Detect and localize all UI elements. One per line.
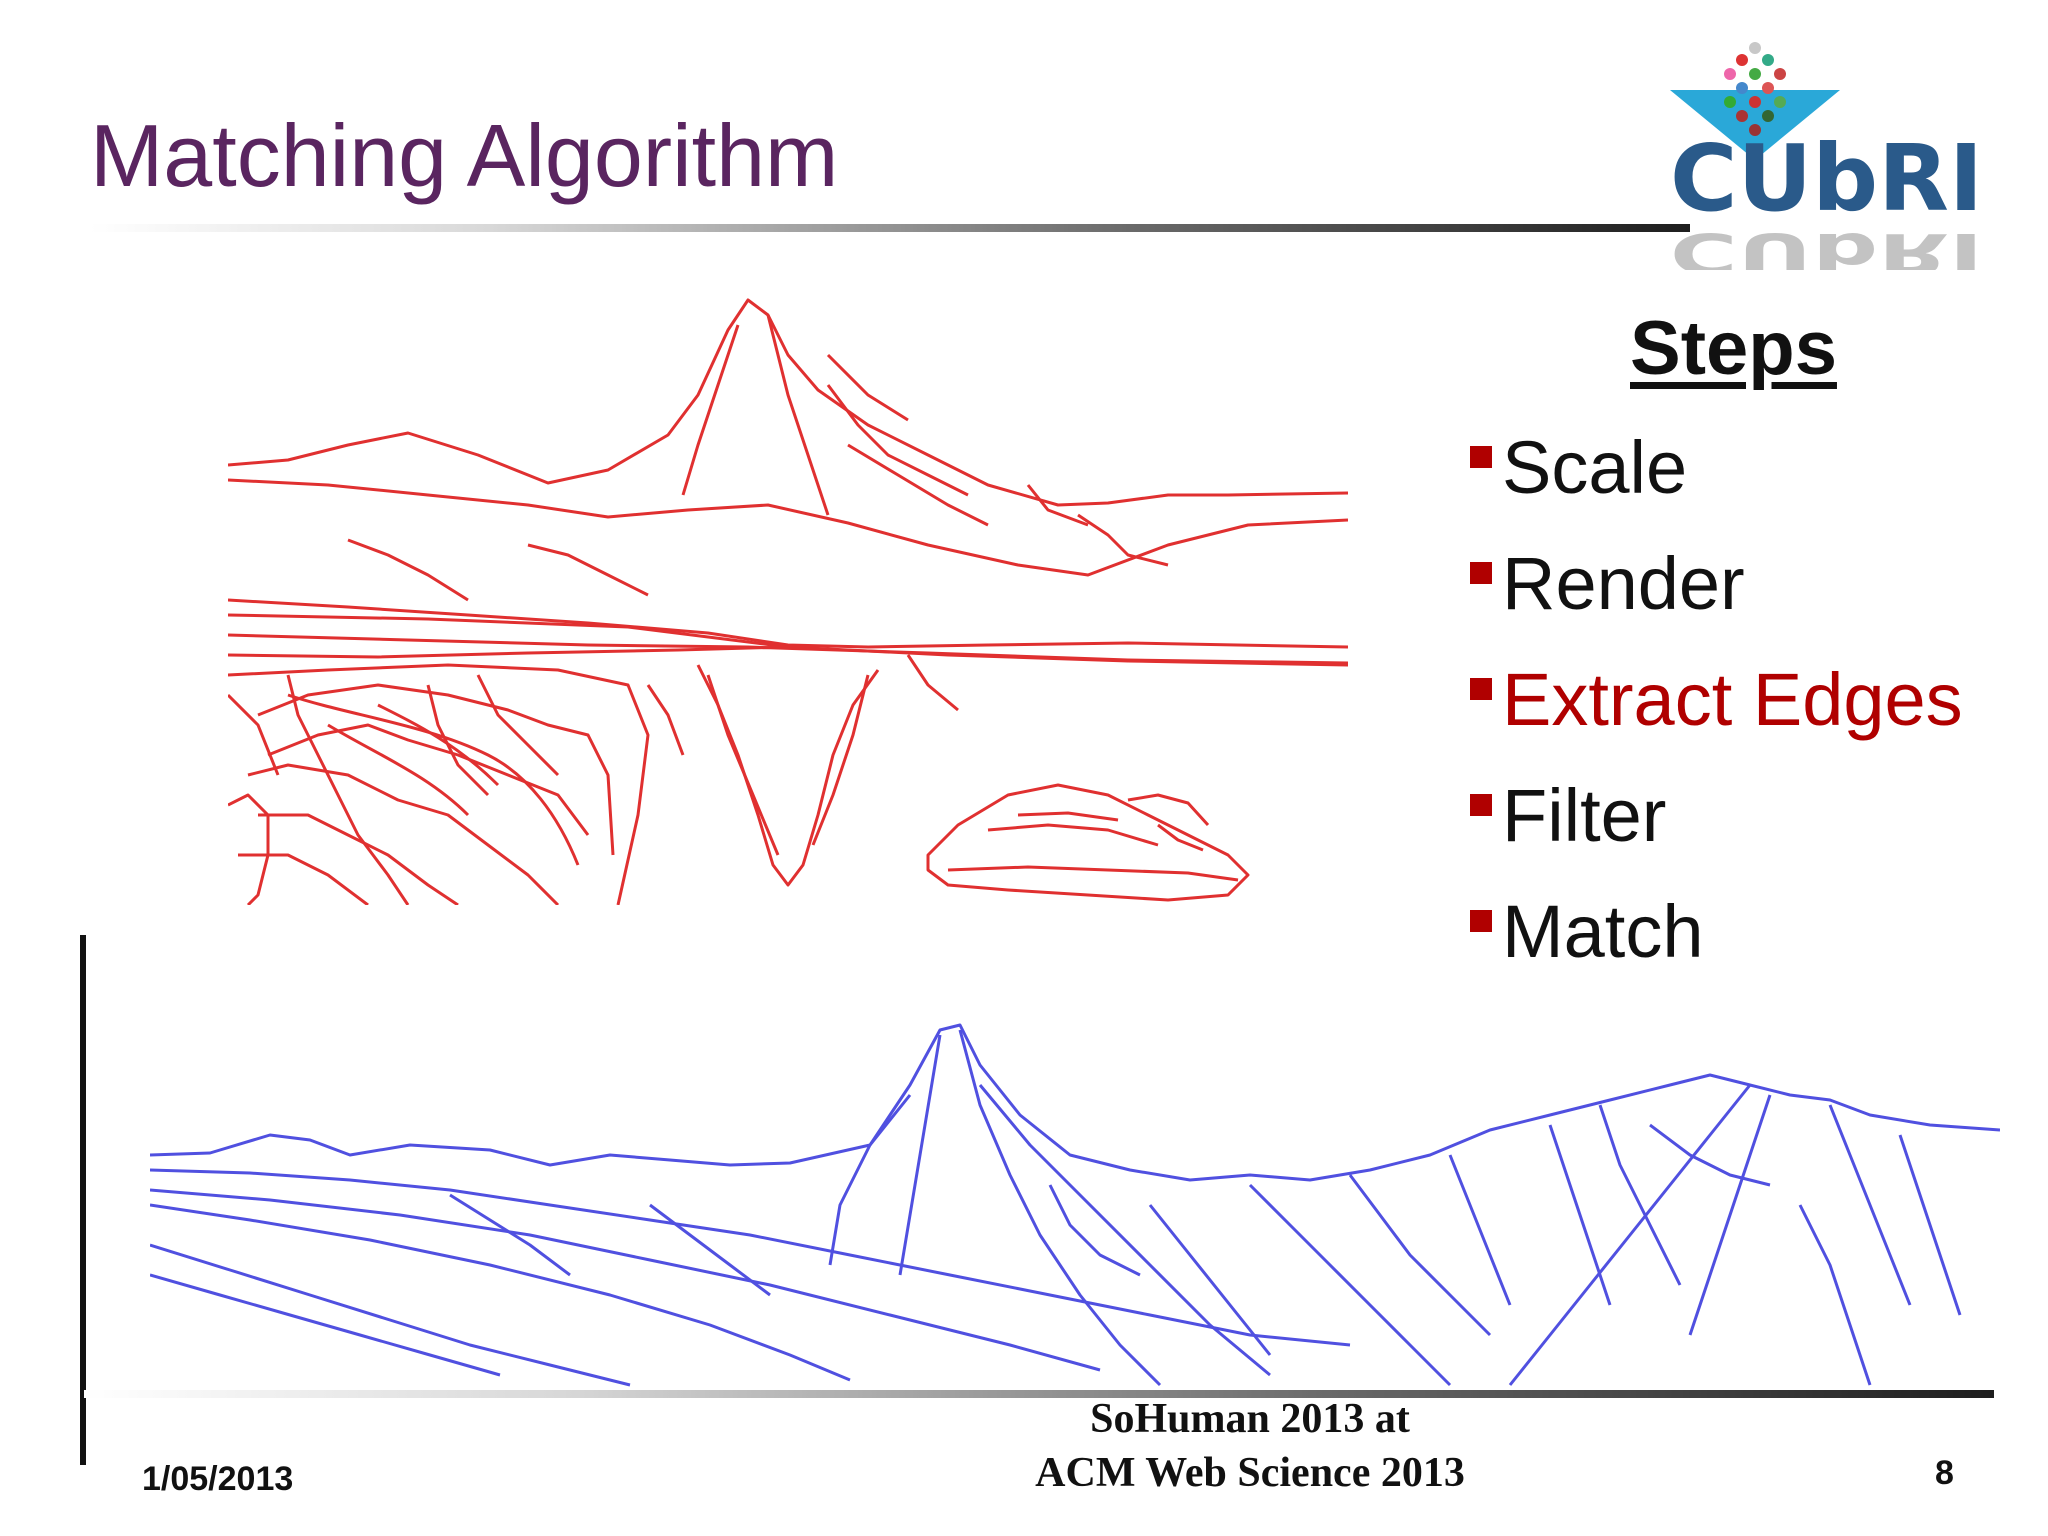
- render-edge-map: [150, 1023, 2000, 1387]
- footer-venue: SoHuman 2013 at ACM Web Science 2013: [940, 1392, 1560, 1500]
- step-label: Scale: [1502, 426, 1688, 509]
- step-scale: Scale: [1470, 410, 1963, 526]
- steps-list: Scale Render Extract Edges Filter Match: [1470, 410, 1963, 990]
- slide-title: Matching Algorithm: [90, 106, 839, 205]
- square-bullet-icon: [1470, 562, 1492, 584]
- logo-cube-icon: [1724, 42, 1786, 136]
- square-bullet-icon: [1470, 446, 1492, 468]
- footer-venue-line2: ACM Web Science 2013: [1035, 1450, 1465, 1496]
- photo-edge-map: [228, 298, 1348, 905]
- footer-venue-line1: SoHuman 2013 at: [1090, 1396, 1410, 1442]
- footer-rule: [84, 1390, 1994, 1398]
- square-bullet-icon: [1470, 910, 1492, 932]
- step-label: Extract Edges: [1502, 658, 1963, 741]
- page-number: 8: [1935, 1454, 1954, 1492]
- cubrik-logo: CUbRIK CUbRIK: [1670, 42, 1990, 270]
- square-bullet-icon: [1470, 678, 1492, 700]
- logo-text: CUbRIK: [1670, 125, 1990, 232]
- square-bullet-icon: [1470, 794, 1492, 816]
- step-label: Filter: [1502, 774, 1667, 857]
- step-label: Render: [1502, 542, 1745, 625]
- step-render: Render: [1470, 526, 1963, 642]
- step-match: Match: [1470, 874, 1963, 990]
- step-filter: Filter: [1470, 758, 1963, 874]
- logo-reflection-text: CUbRIK: [1670, 221, 1990, 270]
- footer-date: 1/05/2013: [142, 1460, 294, 1498]
- step-extract-edges: Extract Edges: [1470, 642, 1963, 758]
- title-underline-rule: [90, 224, 1690, 232]
- steps-heading: Steps: [1630, 306, 1837, 391]
- step-label: Match: [1502, 890, 1704, 973]
- left-vertical-bar: [80, 935, 86, 1465]
